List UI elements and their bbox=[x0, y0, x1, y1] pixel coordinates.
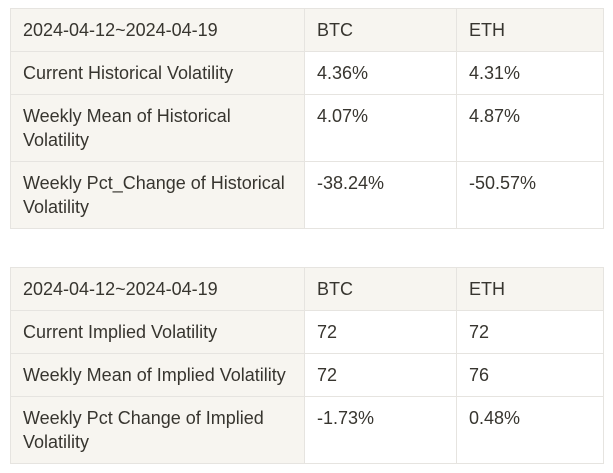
row-label-cell: Current Historical Volatility bbox=[10, 51, 305, 95]
btc-value-cell: -38.24% bbox=[304, 161, 457, 229]
table-row: Weekly Pct Change of Implied Volatility … bbox=[10, 396, 604, 464]
row-label-cell: Current Implied Volatility bbox=[10, 310, 305, 354]
implied-btc-header-cell: BTC bbox=[304, 267, 457, 311]
btc-value-cell: 72 bbox=[304, 353, 457, 397]
eth-value-cell: 4.31% bbox=[456, 51, 604, 95]
btc-value-cell: 4.36% bbox=[304, 51, 457, 95]
implied-table-header-row: 2024-04-12~2024-04-19 BTC ETH bbox=[10, 267, 604, 311]
historical-btc-header-cell: BTC bbox=[304, 8, 457, 52]
implied-eth-header-cell: ETH bbox=[456, 267, 604, 311]
eth-value-cell: 0.48% bbox=[456, 396, 604, 464]
implied-period-header-cell: 2024-04-12~2024-04-19 bbox=[10, 267, 305, 311]
table-row: Weekly Pct_Change of Historical Volatili… bbox=[10, 161, 604, 229]
row-label-cell: Weekly Pct_Change of Historical Volatili… bbox=[10, 161, 305, 229]
table-row: Current Implied Volatility 72 72 bbox=[10, 310, 604, 354]
btc-value-cell: 72 bbox=[304, 310, 457, 354]
table-row: Current Historical Volatility 4.36% 4.31… bbox=[10, 51, 604, 95]
historical-volatility-table: 2024-04-12~2024-04-19 BTC ETH Current Hi… bbox=[10, 8, 604, 229]
table-spacer bbox=[10, 229, 603, 267]
eth-value-cell: -50.57% bbox=[456, 161, 604, 229]
implied-volatility-table: 2024-04-12~2024-04-19 BTC ETH Current Im… bbox=[10, 267, 604, 464]
row-label-cell: Weekly Mean of Implied Volatility bbox=[10, 353, 305, 397]
table-row: Weekly Mean of Implied Volatility 72 76 bbox=[10, 353, 604, 397]
historical-period-header-cell: 2024-04-12~2024-04-19 bbox=[10, 8, 305, 52]
historical-eth-header-cell: ETH bbox=[456, 8, 604, 52]
eth-value-cell: 72 bbox=[456, 310, 604, 354]
row-label-cell: Weekly Pct Change of Implied Volatility bbox=[10, 396, 305, 464]
historical-table-header-row: 2024-04-12~2024-04-19 BTC ETH bbox=[10, 8, 604, 52]
row-label-cell: Weekly Mean of Historical Volatility bbox=[10, 94, 305, 162]
table-row: Weekly Mean of Historical Volatility 4.0… bbox=[10, 94, 604, 162]
btc-value-cell: -1.73% bbox=[304, 396, 457, 464]
eth-value-cell: 4.87% bbox=[456, 94, 604, 162]
eth-value-cell: 76 bbox=[456, 353, 604, 397]
btc-value-cell: 4.07% bbox=[304, 94, 457, 162]
